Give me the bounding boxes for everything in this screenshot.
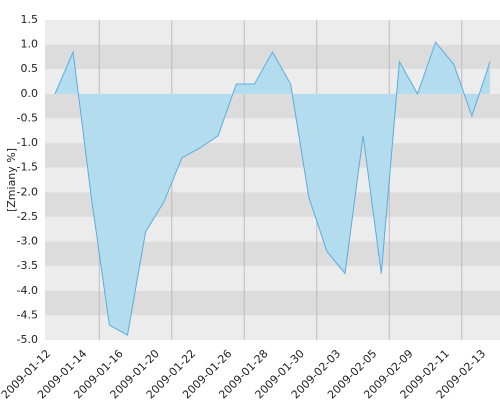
y-tick-label: -2.0 [17, 185, 38, 198]
y-tick-label: -1.5 [17, 161, 38, 174]
y-tick-label: 1.5 [21, 13, 39, 26]
y-tick-label: -2.5 [17, 210, 38, 223]
y-tick-label: 1.0 [21, 38, 39, 51]
y-tick-label: -4.5 [17, 308, 38, 321]
line [54, 41, 491, 336]
y-tick-label: 0.5 [21, 62, 39, 75]
area [55, 42, 490, 336]
y-axis-label: [Zmiany %] [5, 148, 18, 212]
y-tick-label: -0.5 [17, 111, 38, 124]
y-tick-label: -3.0 [17, 235, 38, 248]
y-tick-label: -3.5 [17, 259, 38, 272]
y-tick-label: 0.0 [21, 87, 39, 100]
y-tick-label: -5.0 [17, 333, 38, 346]
y-tick-label: -1.0 [17, 136, 38, 149]
grid-band [45, 20, 500, 45]
y-tick-label: -4.0 [17, 284, 38, 297]
